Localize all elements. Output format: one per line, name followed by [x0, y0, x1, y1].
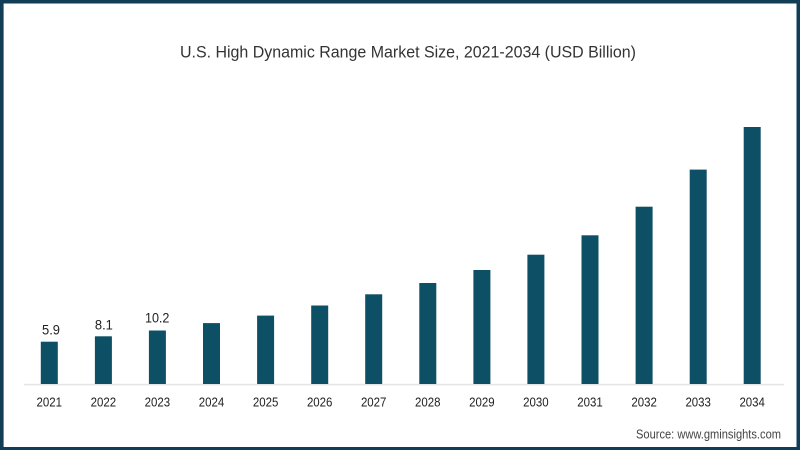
svg-text:2031: 2031 — [577, 396, 603, 410]
svg-text:8.1: 8.1 — [95, 318, 113, 333]
svg-text:2027: 2027 — [361, 396, 387, 410]
svg-text:2024: 2024 — [199, 396, 225, 410]
svg-text:2034: 2034 — [739, 396, 765, 410]
svg-text:2028: 2028 — [415, 396, 441, 410]
svg-text:5.9: 5.9 — [42, 323, 60, 338]
svg-text:2022: 2022 — [91, 396, 117, 410]
svg-text:2021: 2021 — [37, 396, 63, 410]
svg-text:2026: 2026 — [307, 396, 333, 410]
svg-text:2032: 2032 — [631, 396, 657, 410]
svg-text:2023: 2023 — [145, 396, 171, 410]
svg-text:U.S. High Dynamic Range Market: U.S. High Dynamic Range Market Size, 202… — [180, 42, 636, 61]
svg-text:2033: 2033 — [685, 396, 711, 410]
svg-text:2029: 2029 — [469, 396, 495, 410]
svg-text:10.2: 10.2 — [145, 311, 170, 326]
svg-text:2025: 2025 — [253, 396, 279, 410]
svg-text:Source: www.gminsights.com: Source: www.gminsights.com — [636, 427, 781, 441]
svg-text:2030: 2030 — [523, 396, 549, 410]
